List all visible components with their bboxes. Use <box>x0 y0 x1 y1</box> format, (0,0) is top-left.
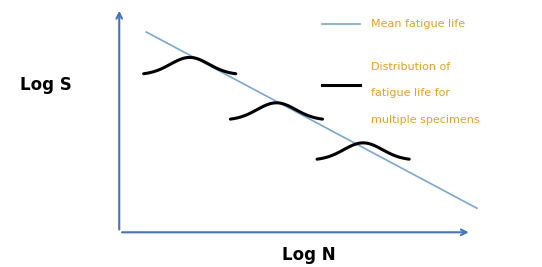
Text: Log N: Log N <box>282 246 335 264</box>
Text: multiple specimens: multiple specimens <box>371 115 480 125</box>
Text: Distribution of: Distribution of <box>371 62 450 72</box>
Text: Mean fatigue life: Mean fatigue life <box>371 19 466 29</box>
Text: Log S: Log S <box>20 76 72 95</box>
Text: fatigue life for: fatigue life for <box>371 88 450 99</box>
